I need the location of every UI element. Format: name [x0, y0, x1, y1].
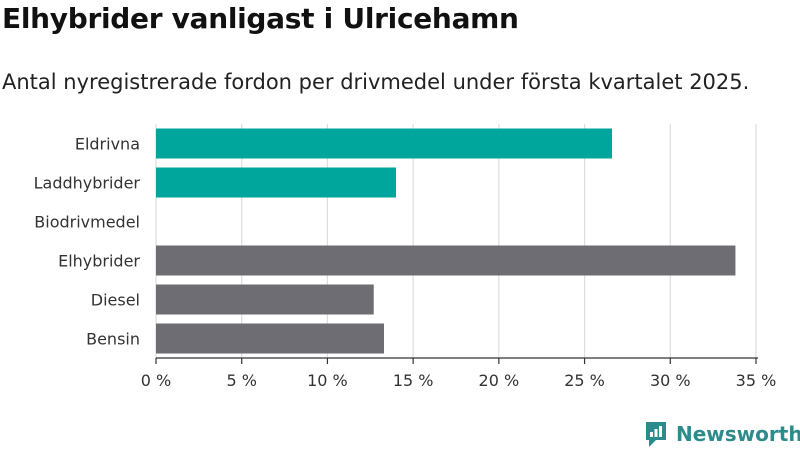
chart-subtitle: Antal nyregistrerade fordon per drivmede… [2, 70, 750, 94]
category-label: Laddhybrider [34, 174, 141, 193]
bar-diesel [156, 284, 374, 315]
x-tick-label: 10 % [307, 371, 348, 390]
newsworthy-logo-icon [646, 422, 666, 447]
x-tick-label: 15 % [393, 371, 434, 390]
bar-eldrivna [156, 128, 612, 159]
category-label: Biodrivmedel [34, 213, 140, 232]
newsworthy-logo-text: Newsworthy [676, 422, 800, 446]
x-tick-label: 30 % [650, 371, 691, 390]
x-tick-label: 0 % [141, 371, 171, 390]
x-tick-label: 35 % [736, 371, 777, 390]
category-label: Bensin [86, 330, 140, 349]
category-label: Diesel [91, 291, 140, 310]
bar-bensin [156, 323, 384, 354]
x-tick-label: 20 % [479, 371, 520, 390]
bar-laddhybrider [156, 167, 396, 198]
chart-title: Elhybrider vanligast i Ulricehamn [2, 2, 519, 35]
x-tick-label: 5 % [226, 371, 256, 390]
category-label: Eldrivna [75, 135, 140, 154]
bar-elhybrider [156, 245, 736, 276]
category-label: Elhybrider [58, 252, 140, 271]
x-tick-label: 25 % [564, 371, 605, 390]
newsworthy-logo: Newsworthy [644, 420, 800, 448]
